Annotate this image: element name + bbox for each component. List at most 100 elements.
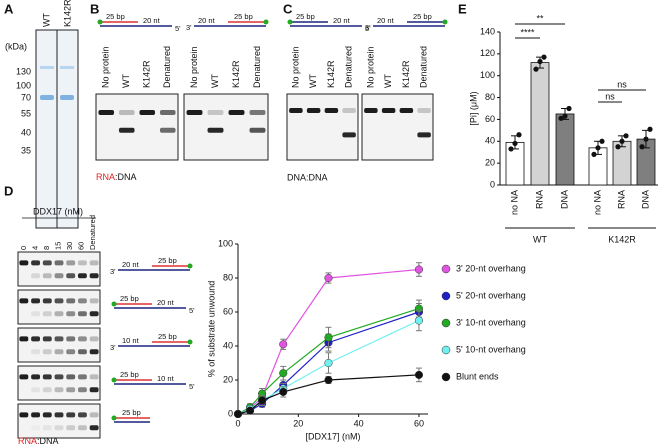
gel-band (381, 108, 396, 113)
label-dot (97, 19, 103, 25)
y-tick-label: 140 (480, 26, 495, 36)
x-tick-label: no NA (509, 190, 519, 215)
protein-smear (40, 66, 54, 69)
gel-band (139, 109, 156, 115)
lane-label: K142R (62, 0, 72, 27)
gel-band (42, 273, 52, 279)
label-dot (111, 377, 117, 383)
gel-band (54, 298, 64, 304)
panel-label: A (4, 1, 14, 16)
gel-band (66, 412, 76, 418)
substrate-label: 20 nt (122, 260, 140, 269)
gel-band (228, 109, 245, 115)
data-point (537, 58, 543, 65)
data-point (595, 145, 601, 151)
lane-label: 15 (53, 242, 62, 250)
y-axis-label: % of substrate unwound (206, 281, 216, 378)
gel-band (77, 425, 87, 431)
lane-label: No protein (365, 46, 375, 88)
data-point (233, 409, 243, 419)
lane-label: K142R (231, 60, 241, 88)
lane-label: Denatured (419, 46, 429, 88)
x-tick-label: DNA (559, 190, 569, 209)
gel-band (42, 349, 52, 355)
y-tick-label: 100 (218, 238, 233, 248)
x-axis-label: [DDX17] (nM) (305, 431, 360, 441)
x-tick-label: 60 (414, 418, 424, 428)
gel-band (42, 425, 52, 431)
ladder-label: 70 (21, 92, 31, 102)
y-tick-label: 120 (480, 48, 495, 58)
gel-band (42, 260, 52, 266)
gel-band (31, 311, 41, 317)
gel-band (399, 108, 414, 113)
sig-label: ns (617, 79, 627, 89)
panel-label: D (4, 183, 13, 198)
gel-band (159, 127, 176, 133)
lane-label: Denatured (162, 46, 172, 88)
ladder-label: 40 (21, 127, 31, 137)
substrate-label: 3' (186, 23, 192, 32)
lane-label: K142R (326, 60, 336, 88)
data-point (324, 273, 333, 283)
x-tick-label: no NA (592, 190, 602, 215)
data-point (516, 132, 522, 138)
gel-band (54, 349, 64, 355)
label-dot (111, 301, 117, 307)
gel-band (89, 336, 99, 342)
gel-band (31, 374, 41, 380)
legend-marker (441, 318, 451, 328)
caption-part: RNA (96, 172, 115, 182)
legend-label: 3' 10-nt overhang (456, 317, 526, 327)
gel-band (31, 425, 40, 430)
gel-band (54, 425, 64, 431)
lane-label: Denatured (344, 46, 354, 88)
gel-band (89, 425, 99, 431)
gel-band (77, 374, 87, 380)
gel-band (19, 336, 29, 342)
gel-band (89, 298, 99, 304)
substrate-label: 5' (189, 306, 195, 315)
lane-label: No protein (290, 46, 300, 88)
legend-label: 3' 20-nt overhang (456, 263, 526, 273)
gel-band (207, 127, 224, 133)
substrate-label: 25 bp (234, 12, 253, 21)
y-tick-label: 100 (480, 70, 495, 80)
gel-band (77, 349, 87, 355)
gel-band (54, 311, 64, 317)
gel-band (207, 109, 224, 115)
gel-band (19, 374, 29, 380)
lane-label: 8 (42, 246, 51, 250)
substrate-label: 25 bp (158, 332, 177, 341)
substrate-label: 10 nt (157, 374, 175, 383)
substrate-label: 20 nt (198, 16, 216, 25)
gel-band (66, 311, 76, 317)
gel-band (289, 108, 303, 113)
gel-band (417, 132, 431, 138)
gel-band (66, 273, 76, 279)
substrate-label: 25 bp (296, 12, 315, 21)
y-tick-label: 80 (485, 92, 495, 102)
gel-band (42, 336, 52, 342)
gel-band (31, 336, 41, 342)
data-point (258, 396, 267, 405)
lane-label: 60 (76, 242, 85, 250)
data-point (619, 138, 625, 144)
gel-band (77, 311, 87, 317)
substrate-label: 25 bp (120, 294, 139, 303)
caption-part: :DNA (115, 172, 137, 182)
gel-band (54, 412, 64, 418)
gel-band (324, 108, 339, 113)
y-tick-label: 60 (223, 306, 233, 316)
protein-smear (60, 66, 74, 69)
gel-band (89, 387, 99, 393)
data-point (279, 369, 288, 378)
y-tick-label: 0 (490, 179, 495, 189)
gel-band (42, 387, 52, 393)
label-dot (187, 339, 193, 345)
y-tick-label: 80 (223, 272, 233, 282)
data-point (558, 115, 564, 121)
gel-band (364, 108, 378, 113)
gel-band (42, 412, 52, 418)
ladder-label: 55 (21, 108, 31, 118)
